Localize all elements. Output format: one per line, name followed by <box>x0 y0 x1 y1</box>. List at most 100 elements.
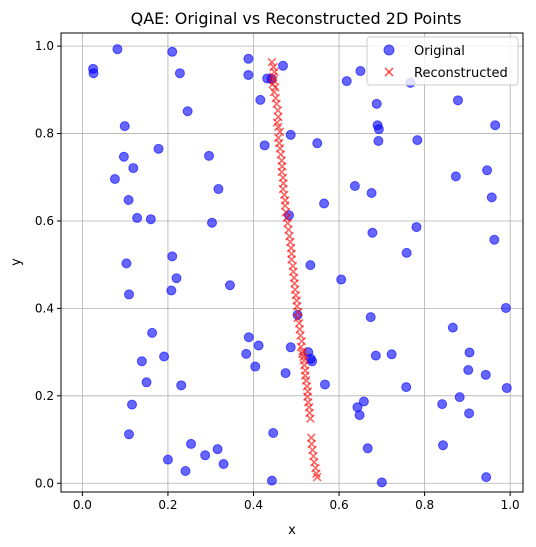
y-tick-label: 0.6 <box>35 214 54 228</box>
original-point <box>200 450 211 461</box>
legend-reconstructed-marker <box>384 67 394 77</box>
original-point <box>253 340 264 351</box>
original-point <box>354 410 365 421</box>
original-point <box>312 138 323 149</box>
reconstructed-point <box>267 57 277 67</box>
original-point <box>147 327 158 338</box>
original-point <box>401 247 412 258</box>
original-point <box>171 273 182 284</box>
reconstructed-point <box>287 255 296 264</box>
original-point <box>307 356 318 367</box>
original-point <box>109 174 120 185</box>
reconstructed-point <box>272 99 281 109</box>
reconstructed-point <box>269 87 279 97</box>
original-point <box>371 98 382 109</box>
original-point <box>136 356 147 367</box>
original-point <box>376 477 387 488</box>
original-point <box>305 260 316 271</box>
reconstructed-point <box>273 122 283 132</box>
original-point <box>367 227 378 238</box>
original-point <box>162 454 173 465</box>
legend-original-label: Original <box>414 44 465 59</box>
original-point <box>437 399 448 410</box>
original-point <box>480 369 491 380</box>
original-point <box>218 459 229 470</box>
original-point <box>259 140 270 151</box>
axis-ticks: 0.0 0.2 0.4 0.6 0.8 1.0 0.0 0.2 0.4 0.6 0.8 1.0 <box>35 39 520 512</box>
original-point <box>176 380 187 391</box>
original-point <box>366 187 377 198</box>
original-point <box>373 135 384 146</box>
original-point <box>319 198 330 209</box>
original-point <box>489 234 500 245</box>
original-point <box>486 192 497 203</box>
original-point <box>438 440 449 451</box>
x-axis-label: x <box>288 523 296 538</box>
original-point <box>182 106 193 117</box>
original-point <box>447 322 458 333</box>
original-point <box>119 121 130 132</box>
original-point <box>482 165 493 176</box>
original-point <box>412 135 423 146</box>
original-point <box>285 342 296 353</box>
original-point <box>452 95 463 106</box>
original-point <box>266 475 277 486</box>
original-point <box>166 285 177 296</box>
series-reconstructed <box>267 57 322 482</box>
original-point <box>355 66 366 77</box>
original-point <box>112 44 123 55</box>
x-tick-label: 0.2 <box>158 498 177 512</box>
original-point <box>127 399 138 410</box>
original-point <box>212 444 223 455</box>
original-point <box>167 251 178 262</box>
reconstructed-point <box>312 472 322 482</box>
original-point <box>454 392 465 403</box>
original-point <box>285 129 296 140</box>
grid-lines <box>61 33 523 492</box>
x-tick-label: 0.4 <box>244 498 263 512</box>
x-tick-label: 1.0 <box>501 498 520 512</box>
original-point <box>128 163 139 174</box>
original-point <box>243 69 254 80</box>
original-point <box>362 443 373 454</box>
data-points <box>88 44 512 488</box>
original-point <box>463 365 474 376</box>
original-point <box>268 427 279 438</box>
original-point <box>319 379 330 390</box>
original-point <box>167 46 178 57</box>
original-point <box>481 472 492 483</box>
original-point <box>341 76 352 87</box>
original-point <box>118 151 129 162</box>
original-point <box>401 382 412 393</box>
original-point <box>358 396 369 407</box>
original-point <box>373 124 384 135</box>
legend-original-marker <box>383 44 395 56</box>
original-point <box>213 184 224 195</box>
x-tick-label: 0.0 <box>73 498 92 512</box>
original-point <box>250 361 261 372</box>
series-original <box>88 44 512 488</box>
original-point <box>280 368 291 379</box>
x-tick-label: 0.8 <box>415 498 434 512</box>
original-point <box>124 289 135 300</box>
original-point <box>145 214 156 225</box>
reconstructed-point <box>306 414 315 423</box>
y-tick-label: 1.0 <box>35 39 54 53</box>
original-point <box>124 429 135 440</box>
legend: Original Reconstructed <box>366 36 519 86</box>
original-point <box>121 258 132 269</box>
original-point <box>464 347 475 358</box>
original-point <box>186 438 197 449</box>
original-point <box>336 274 347 285</box>
original-point <box>207 217 218 228</box>
original-point <box>159 351 170 362</box>
chart-title: QAE: Original vs Reconstructed 2D Points <box>131 9 462 28</box>
original-point <box>174 68 185 79</box>
original-point <box>132 212 143 223</box>
reconstructed-point <box>293 313 302 323</box>
original-point <box>255 94 266 105</box>
legend-reconstructed-label: Reconstructed <box>414 66 508 81</box>
y-axis-label: y <box>9 258 24 266</box>
original-point <box>123 194 134 205</box>
